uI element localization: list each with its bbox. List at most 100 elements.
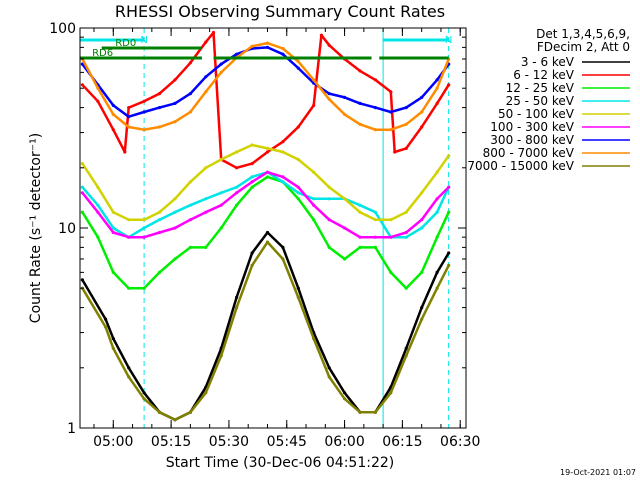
data-point bbox=[111, 112, 115, 116]
data-point bbox=[265, 170, 270, 174]
y-tick-label: 1 bbox=[67, 421, 76, 437]
data-point bbox=[142, 226, 146, 230]
data-point bbox=[142, 286, 146, 290]
legend-entry-label: 800 - 7000 keV bbox=[483, 146, 575, 160]
data-point bbox=[265, 150, 270, 154]
data-point bbox=[204, 90, 208, 94]
annotation-label-3: RD6 bbox=[92, 48, 113, 59]
data-point bbox=[127, 106, 131, 110]
data-point bbox=[358, 410, 362, 414]
data-point bbox=[235, 52, 239, 56]
x-axis-label: Start Time (30-Dec-06 04:51:22) bbox=[166, 455, 394, 471]
data-point bbox=[157, 210, 162, 214]
data-point bbox=[111, 226, 115, 230]
data-point bbox=[404, 286, 408, 290]
data-point bbox=[96, 235, 100, 239]
data-point bbox=[358, 245, 362, 249]
data-point bbox=[389, 218, 393, 222]
annotation-label-1: N bbox=[445, 35, 452, 46]
data-point bbox=[373, 410, 377, 414]
data-point bbox=[327, 185, 331, 189]
y-axis: 1 10 100 bbox=[49, 21, 466, 437]
data-point bbox=[296, 59, 300, 64]
data-point bbox=[173, 418, 177, 422]
data-point bbox=[389, 235, 393, 239]
data-point bbox=[188, 410, 192, 414]
data-point bbox=[393, 150, 397, 154]
data-point bbox=[281, 46, 285, 51]
data-point bbox=[127, 375, 131, 379]
data-point bbox=[435, 235, 439, 239]
data-point bbox=[235, 185, 239, 189]
data-point bbox=[96, 99, 100, 103]
data-point bbox=[250, 175, 254, 179]
data-point bbox=[327, 43, 331, 47]
data-point bbox=[358, 69, 362, 73]
data-point bbox=[265, 45, 270, 50]
data-point bbox=[96, 203, 100, 207]
data-point bbox=[435, 197, 439, 201]
data-point bbox=[358, 210, 362, 214]
data-point bbox=[127, 218, 131, 222]
data-point bbox=[281, 175, 285, 179]
data-point bbox=[447, 154, 451, 158]
data-point bbox=[157, 92, 162, 96]
data-point bbox=[404, 235, 408, 239]
data-point bbox=[142, 128, 146, 132]
data-point bbox=[420, 191, 424, 195]
legend-header-line-2: FDecim 2, Att 0 bbox=[537, 40, 630, 54]
data-point bbox=[420, 317, 424, 321]
y-tick-label: 100 bbox=[49, 21, 76, 37]
data-point bbox=[389, 270, 393, 274]
data-point bbox=[312, 197, 316, 201]
x-axis: 05:00 05:15 05:30 05:45 06:00 06:15 06:30 bbox=[93, 28, 480, 450]
legend-entry-label: 3 - 6 keV bbox=[521, 55, 575, 69]
data-point bbox=[281, 245, 285, 249]
data-point bbox=[420, 226, 424, 230]
data-point bbox=[111, 210, 115, 214]
data-point bbox=[235, 203, 239, 207]
data-point bbox=[373, 210, 377, 214]
data-point bbox=[157, 270, 162, 274]
series-line-3 bbox=[81, 170, 450, 239]
data-point bbox=[420, 218, 424, 222]
data-point bbox=[80, 62, 84, 66]
data-point bbox=[96, 210, 100, 214]
data-point bbox=[312, 170, 316, 174]
x-tick-label: 05:15 bbox=[151, 434, 191, 450]
x-tick-label: 06:30 bbox=[440, 434, 480, 450]
data-point bbox=[96, 86, 100, 90]
data-point bbox=[265, 175, 270, 179]
data-point bbox=[204, 245, 208, 249]
data-point bbox=[188, 203, 192, 207]
data-point bbox=[312, 203, 316, 207]
data-point bbox=[343, 112, 347, 116]
legend-entry-label: 50 - 100 keV bbox=[498, 107, 575, 121]
data-point bbox=[127, 125, 131, 129]
data-point bbox=[404, 346, 408, 350]
series-line-8 bbox=[81, 240, 450, 421]
data-point bbox=[281, 150, 285, 154]
data-point bbox=[389, 128, 393, 132]
data-point bbox=[235, 295, 239, 299]
data-point bbox=[219, 70, 223, 74]
data-point bbox=[296, 125, 300, 129]
data-point bbox=[104, 325, 108, 329]
data-point bbox=[435, 101, 439, 105]
data-point bbox=[404, 106, 408, 110]
data-point bbox=[80, 210, 84, 214]
data-point bbox=[281, 52, 285, 56]
data-point bbox=[343, 197, 347, 201]
data-point bbox=[219, 354, 223, 358]
data-point bbox=[157, 230, 162, 235]
data-point bbox=[296, 191, 300, 195]
data-point bbox=[404, 354, 408, 358]
data-point bbox=[188, 245, 192, 249]
data-point bbox=[327, 375, 331, 379]
data-point bbox=[219, 226, 223, 230]
series-line-5 bbox=[81, 170, 450, 239]
data-point bbox=[188, 92, 192, 96]
data-point bbox=[111, 128, 115, 132]
data-point bbox=[420, 270, 424, 274]
chart-title: RHESSI Observing Summary Count Rates bbox=[115, 2, 445, 21]
